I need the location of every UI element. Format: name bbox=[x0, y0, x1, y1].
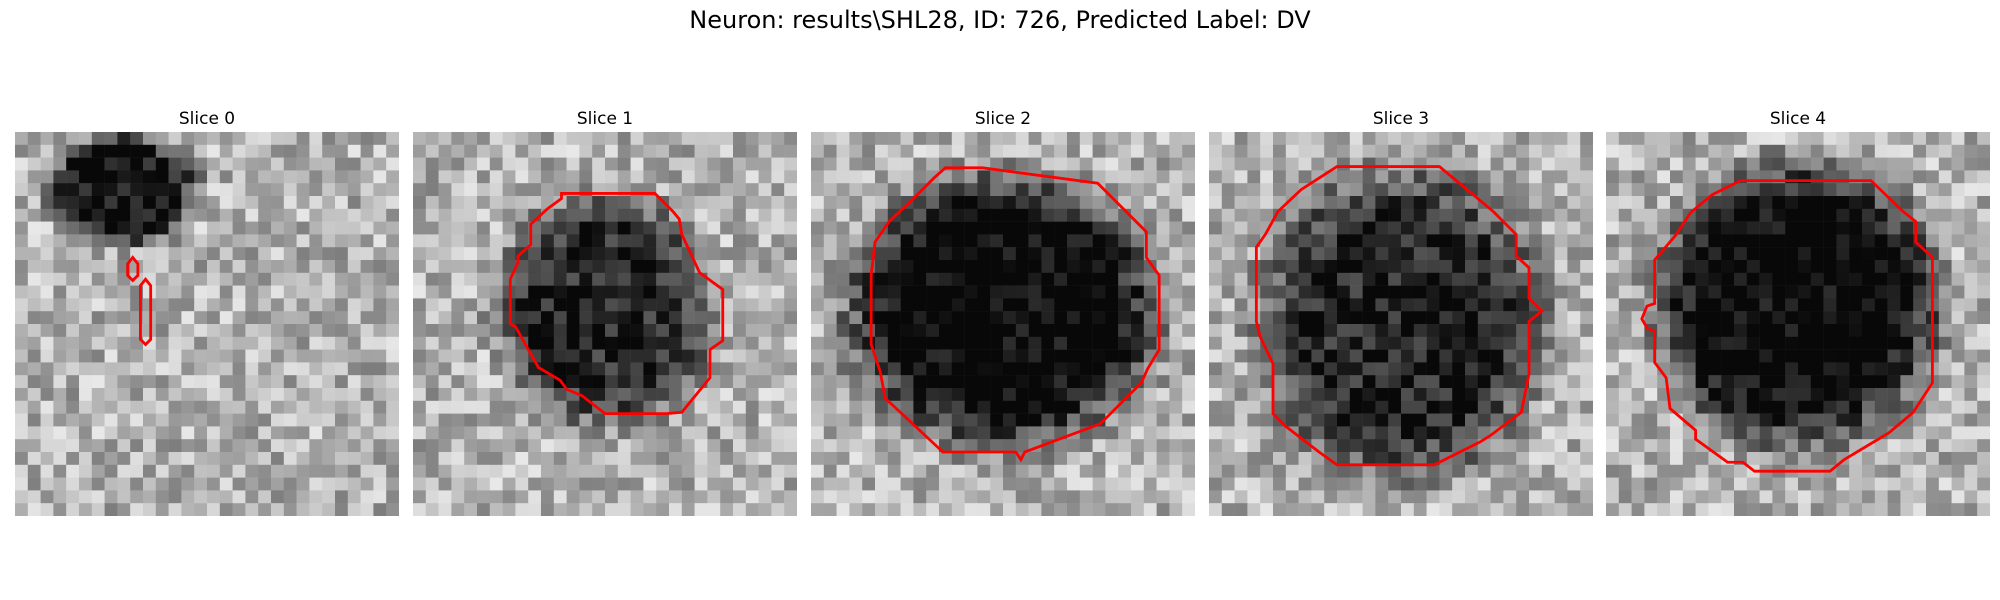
panel-title: Slice 0 bbox=[178, 109, 236, 129]
roi-contour bbox=[1640, 179, 1934, 473]
panel-slice-3: Slice 3 bbox=[1209, 106, 1593, 516]
slice-image bbox=[413, 132, 797, 516]
figure-title: Neuron: results\SHL28, ID: 726, Predicte… bbox=[689, 6, 1311, 34]
roi-contour bbox=[126, 255, 140, 283]
panel-slice-2: Slice 2 bbox=[811, 106, 1195, 516]
slice-image bbox=[811, 132, 1195, 516]
panel-slice-0: Slice 0 bbox=[15, 106, 399, 516]
roi-contour bbox=[139, 276, 153, 347]
panel-title: Slice 2 bbox=[974, 109, 1032, 129]
panel-slice-1: Slice 1 bbox=[413, 106, 797, 516]
roi-contour bbox=[1254, 165, 1544, 467]
slice-image bbox=[1209, 132, 1593, 516]
slice-image bbox=[15, 132, 399, 516]
panel-slice-4: Slice 4 bbox=[1606, 106, 1990, 516]
roi-contour bbox=[508, 192, 725, 416]
panel-title: Slice 3 bbox=[1372, 109, 1430, 129]
panel-title: Slice 4 bbox=[1769, 109, 1827, 129]
roi-contour bbox=[869, 166, 1161, 463]
slice-image bbox=[1606, 132, 1990, 516]
panel-title: Slice 1 bbox=[576, 109, 634, 129]
